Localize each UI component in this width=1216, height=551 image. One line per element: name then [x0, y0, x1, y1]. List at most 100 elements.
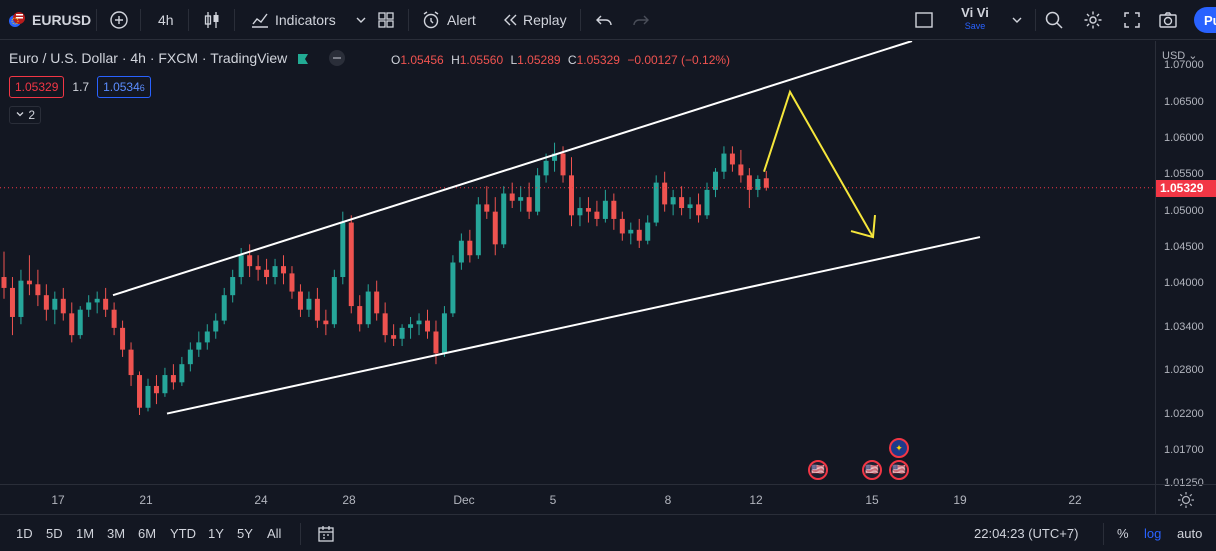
bookmark-icon[interactable] [297, 52, 309, 64]
price-tick-label: 1.01250 [1164, 477, 1204, 489]
redo-button[interactable] [630, 0, 652, 40]
buy-button[interactable]: 1.05346 [97, 76, 151, 98]
forecast-arrow-head[interactable] [850, 214, 876, 239]
fullscreen-button[interactable] [1121, 0, 1143, 40]
economic-event-us[interactable]: 🇺🇸 [862, 460, 882, 480]
goto-date-button[interactable] [315, 515, 337, 551]
camera-icon [1157, 9, 1179, 31]
candle [602, 189, 608, 223]
fullscreen-square-button[interactable] [913, 0, 935, 40]
forecast-arrow[interactable] [763, 89, 874, 238]
indicators-dropdown[interactable] [350, 0, 372, 40]
candle [103, 287, 109, 317]
percent-label: % [1117, 526, 1129, 541]
candle [306, 291, 312, 317]
range-button-5d[interactable]: 5D [46, 526, 63, 541]
economic-event-us[interactable]: 🇺🇸 [889, 460, 909, 480]
time-tick-label: 12 [749, 493, 763, 507]
candle [357, 295, 363, 332]
range-button-all[interactable]: All [267, 526, 282, 541]
indicators-collapse-button[interactable]: 2 [9, 106, 42, 124]
interval-button[interactable]: 4h [158, 0, 174, 40]
fullscreen-icon [1121, 9, 1143, 31]
alert-button[interactable]: Alert [420, 0, 476, 40]
candle [704, 182, 710, 219]
series-title[interactable]: Euro / U.S. Dollar · 4h · FXCM · Trading… [9, 50, 288, 66]
candle [365, 284, 371, 328]
market-status-icon[interactable] [329, 50, 346, 66]
time-tick-label: 19 [953, 493, 967, 507]
economic-event-us[interactable]: 🇺🇸 [808, 460, 828, 480]
us-flag-icon: 🇺🇸 [892, 463, 906, 476]
candle [458, 233, 464, 270]
candle [408, 316, 414, 339]
layout-dropdown[interactable] [1006, 0, 1028, 40]
range-button-ytd[interactable]: YTD [170, 526, 196, 541]
currency-selector[interactable]: USD ⌄ [1162, 49, 1198, 62]
indicators-button[interactable]: Indicators [249, 0, 336, 40]
chevron-down-icon: ⌄ [1188, 50, 1198, 62]
price-tick-label: 1.05000 [1164, 204, 1204, 217]
candle [679, 186, 685, 216]
candle [69, 302, 75, 343]
price-tick-label: 1.07000 [1164, 59, 1204, 72]
layout-button[interactable] [375, 0, 397, 40]
sell-button[interactable]: 1.05329 [9, 76, 65, 98]
chart-legend: Euro / U.S. Dollar · 4h · FXCM · Trading… [9, 50, 346, 66]
drawings[interactable] [112, 40, 981, 415]
range-button-1m[interactable]: 1M [76, 526, 95, 541]
candle [653, 175, 659, 227]
trading-panel: 1.05329 1.7 1.05346 [9, 76, 151, 98]
sun-icon [1177, 491, 1195, 509]
chart-pane[interactable] [0, 40, 1155, 484]
compare-button[interactable] [108, 0, 130, 40]
range-button-3m[interactable]: 3M [107, 526, 126, 541]
indicator-count: 2 [28, 108, 36, 122]
candle [77, 306, 83, 339]
range-button-5y[interactable]: 5Y [237, 526, 253, 541]
log-scale-button[interactable]: log [1144, 515, 1161, 551]
auto-scale-button[interactable]: auto [1177, 515, 1202, 551]
candle [153, 375, 159, 405]
economic-event-eu[interactable]: ✦ [889, 438, 909, 458]
symbol-label: EURUSD [32, 12, 92, 28]
range-button-6m[interactable]: 6M [138, 526, 157, 541]
axis-settings-button[interactable] [1155, 484, 1216, 514]
candle [492, 197, 498, 256]
divider [580, 9, 581, 31]
publish-button[interactable]: Pu [1194, 7, 1216, 33]
clock-timezone[interactable]: 22:04:23 (UTC+7) [974, 515, 1078, 551]
range-button-1d[interactable]: 1D [16, 526, 33, 541]
candle [450, 255, 456, 317]
candle [568, 157, 574, 227]
channel-lower-line[interactable] [166, 236, 981, 415]
time-tick-label: 15 [865, 493, 879, 507]
chevron-down-icon [15, 108, 25, 122]
settings-button[interactable] [1082, 0, 1104, 40]
percent-scale-button[interactable]: % [1117, 515, 1129, 551]
low-key: L [510, 53, 518, 67]
divider [1103, 523, 1104, 545]
replay-button[interactable]: Replay [499, 0, 567, 40]
candle [696, 193, 702, 223]
grid-layout-icon [375, 9, 397, 31]
chart-type-button[interactable] [201, 0, 223, 40]
chart-canvas[interactable] [0, 40, 1155, 484]
candle [137, 371, 143, 416]
channel-upper-line[interactable] [112, 40, 913, 297]
symbol-search[interactable]: EURUSD [6, 0, 91, 40]
price-tick-label: 1.04500 [1164, 240, 1204, 253]
snapshot-button[interactable] [1157, 0, 1179, 40]
time-axis[interactable]: 17 21 24 28 Dec 5 8 12 15 19 22 [0, 484, 1155, 514]
search-button[interactable] [1043, 0, 1065, 40]
undo-button[interactable] [593, 0, 615, 40]
price-axis[interactable]: USD ⌄ 1.07000 1.06500 1.06000 1.05500 1.0500… [1155, 41, 1216, 489]
range-button-1y[interactable]: 1Y [208, 526, 224, 541]
candle [272, 258, 278, 285]
layout-name-button[interactable]: Vi Vi Save [952, 5, 998, 31]
candle [255, 255, 261, 281]
candle [145, 378, 151, 412]
candle [382, 302, 388, 343]
candle [94, 291, 100, 314]
search-icon [1043, 9, 1065, 31]
